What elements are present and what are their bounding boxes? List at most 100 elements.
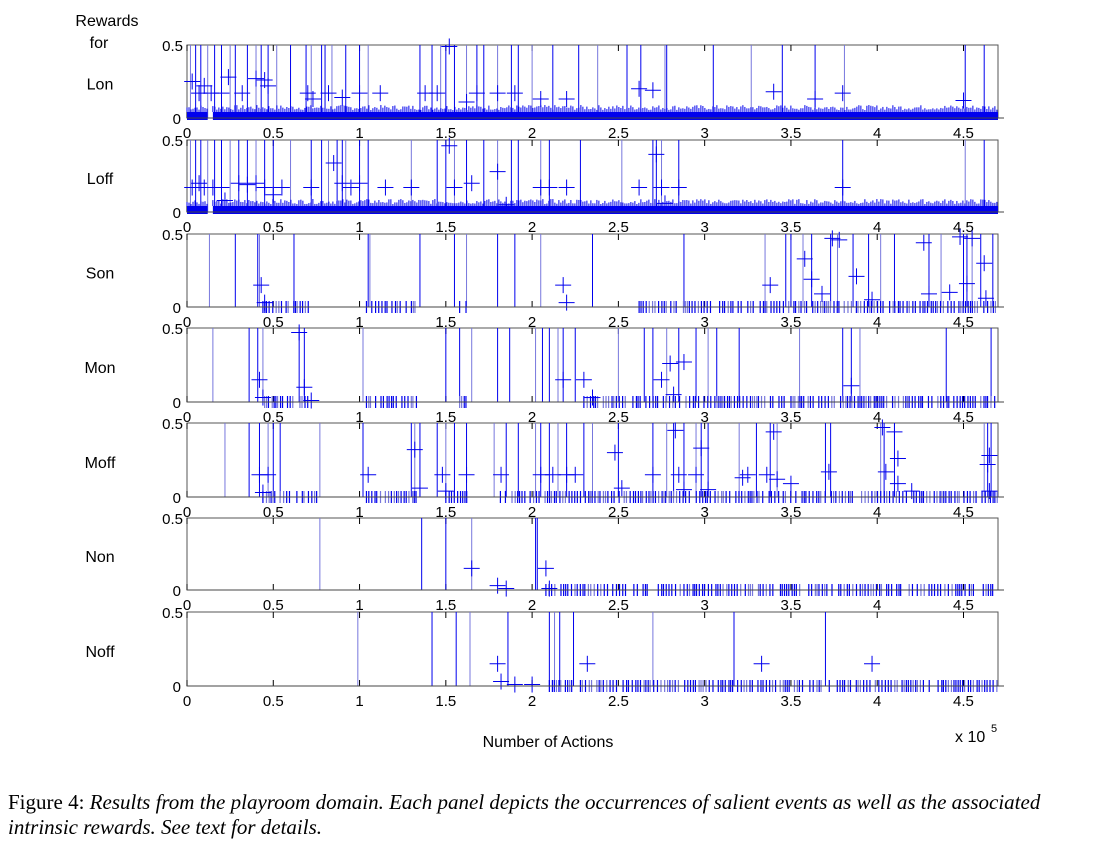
- xtick-label: 3: [700, 125, 708, 142]
- ytick-label: 0: [173, 490, 181, 507]
- ytick-label: 0.5: [162, 605, 183, 622]
- xtick-label: 1: [355, 314, 363, 331]
- x-multiplier-exponent: 5: [991, 723, 997, 735]
- xtick-label: 1: [355, 219, 363, 236]
- xtick-label: 4.5: [953, 219, 974, 236]
- y-header-line1: Rewards: [75, 13, 138, 30]
- xtick-label: 2: [528, 693, 536, 710]
- xtick-label: 2: [528, 125, 536, 142]
- xtick-label: 1: [355, 597, 363, 614]
- xtick-label: 0: [183, 597, 191, 614]
- xtick-label: 2: [528, 409, 536, 426]
- xtick-label: 1: [355, 504, 363, 521]
- ytick-label: 0.5: [162, 416, 183, 433]
- xtick-label: 3.5: [781, 125, 802, 142]
- panel-non: Non 0 0.5 0 0.5 1 1.5 2 2.5 3 3.5 4 4.5: [85, 511, 1004, 614]
- xtick-label: 2.5: [608, 504, 629, 521]
- xtick-label: 4.5: [953, 597, 974, 614]
- xtick-label: 2: [528, 504, 536, 521]
- xtick-label: 0.5: [263, 125, 284, 142]
- ytick-label: 0: [173, 395, 181, 412]
- xtick-label: 1: [355, 693, 363, 710]
- xtick-label: 2.5: [608, 314, 629, 331]
- panel-label: Non: [85, 549, 114, 566]
- xtick-label: 0: [183, 125, 191, 142]
- ytick-label: 0.5: [162, 227, 183, 244]
- panel-mon: Mon 0 0.5 0 0.5 1 1.5 2 2.5 3 3.5 4 4.5: [84, 321, 1004, 426]
- xtick-label: 1: [355, 125, 363, 142]
- ytick-label: 0: [173, 205, 181, 222]
- xtick-label: 3: [700, 504, 708, 521]
- panel-label: Moff: [85, 455, 116, 472]
- xtick-label: 2: [528, 219, 536, 236]
- x-multiplier: x 10: [955, 729, 985, 746]
- xtick-label: 2.5: [608, 409, 629, 426]
- xtick-label: 1.5: [435, 504, 456, 521]
- xtick-label: 3.5: [781, 409, 802, 426]
- xtick-label: 1.5: [435, 693, 456, 710]
- xtick-label: 0: [183, 693, 191, 710]
- xtick-label: 4.5: [953, 504, 974, 521]
- xtick-label: 0.5: [263, 314, 284, 331]
- ytick-label: 0: [173, 583, 181, 600]
- panel-label: Mon: [84, 360, 115, 377]
- xtick-label: 0.5: [263, 693, 284, 710]
- panel-label: Loff: [87, 171, 114, 188]
- xtick-label: 3.5: [781, 597, 802, 614]
- panel-label: Noff: [85, 644, 115, 661]
- xtick-label: 0.5: [263, 219, 284, 236]
- ytick-label: 0.5: [162, 38, 183, 55]
- xtick-label: 0.5: [263, 597, 284, 614]
- xtick-label: 1: [355, 409, 363, 426]
- xtick-label: 0.5: [263, 409, 284, 426]
- xtick-label: 4: [873, 504, 881, 521]
- xtick-label: 1.5: [435, 125, 456, 142]
- xtick-label: 3: [700, 409, 708, 426]
- xtick-label: 1.5: [435, 597, 456, 614]
- xtick-label: 0: [183, 409, 191, 426]
- xtick-label: 0: [183, 314, 191, 331]
- xtick-label: 0: [183, 504, 191, 521]
- x-axis-label: Number of Actions: [483, 734, 614, 751]
- xtick-label: 4: [873, 314, 881, 331]
- xtick-label: 4: [873, 219, 881, 236]
- xtick-label: 2: [528, 314, 536, 331]
- caption-text: Results from the playroom domain. Each p…: [8, 790, 1041, 839]
- ytick-label: 0: [173, 679, 181, 696]
- panel-moff: Moff 0 0.5 0 0.5 1 1.5 2 2.5 3 3.5 4 4.5: [85, 416, 1004, 521]
- xtick-label: 4: [873, 125, 881, 142]
- ytick-label: 0: [173, 300, 181, 317]
- xtick-label: 2.5: [608, 597, 629, 614]
- xtick-label: 3.5: [781, 219, 802, 236]
- xtick-label: 0.5: [263, 504, 284, 521]
- xtick-label: 3: [700, 314, 708, 331]
- ytick-label: 0: [173, 111, 181, 128]
- xtick-label: 4: [873, 693, 881, 710]
- xtick-label: 3.5: [781, 314, 802, 331]
- xtick-label: 2.5: [608, 125, 629, 142]
- xtick-label: 4.5: [953, 693, 974, 710]
- ytick-label: 0.5: [162, 133, 183, 150]
- panel-loff: Loff 0 0.5 0 0.5 1 1.5 2 2.5 3 3.5 4 4.5: [87, 133, 1004, 236]
- xtick-label: 4: [873, 597, 881, 614]
- panel-label: Lon: [87, 77, 114, 94]
- y-header-line2: for: [90, 35, 109, 52]
- xtick-label: 2: [528, 597, 536, 614]
- figure-caption: Figure 4: Results from the playroom doma…: [8, 790, 1098, 840]
- ytick-label: 0.5: [162, 511, 183, 528]
- ytick-label: 0.5: [162, 321, 183, 338]
- panel-label: Son: [86, 266, 114, 283]
- xtick-label: 0: [183, 219, 191, 236]
- xtick-label: 4.5: [953, 409, 974, 426]
- xtick-label: 1.5: [435, 219, 456, 236]
- panel-noff: Noff 0 0.5 0 0.5 1 1.5 2 2.5 3 3.5 4 4.5: [85, 605, 1004, 710]
- xtick-label: 2.5: [608, 219, 629, 236]
- panel-son: Son 0 0.5 0 0.5 1 1.5 2 2.5 3 3.5 4 4.5: [86, 227, 1004, 331]
- xtick-label: 4: [873, 409, 881, 426]
- xtick-label: 3.5: [781, 504, 802, 521]
- xtick-label: 4.5: [953, 314, 974, 331]
- xtick-label: 1.5: [435, 314, 456, 331]
- xtick-label: 3.5: [781, 693, 802, 710]
